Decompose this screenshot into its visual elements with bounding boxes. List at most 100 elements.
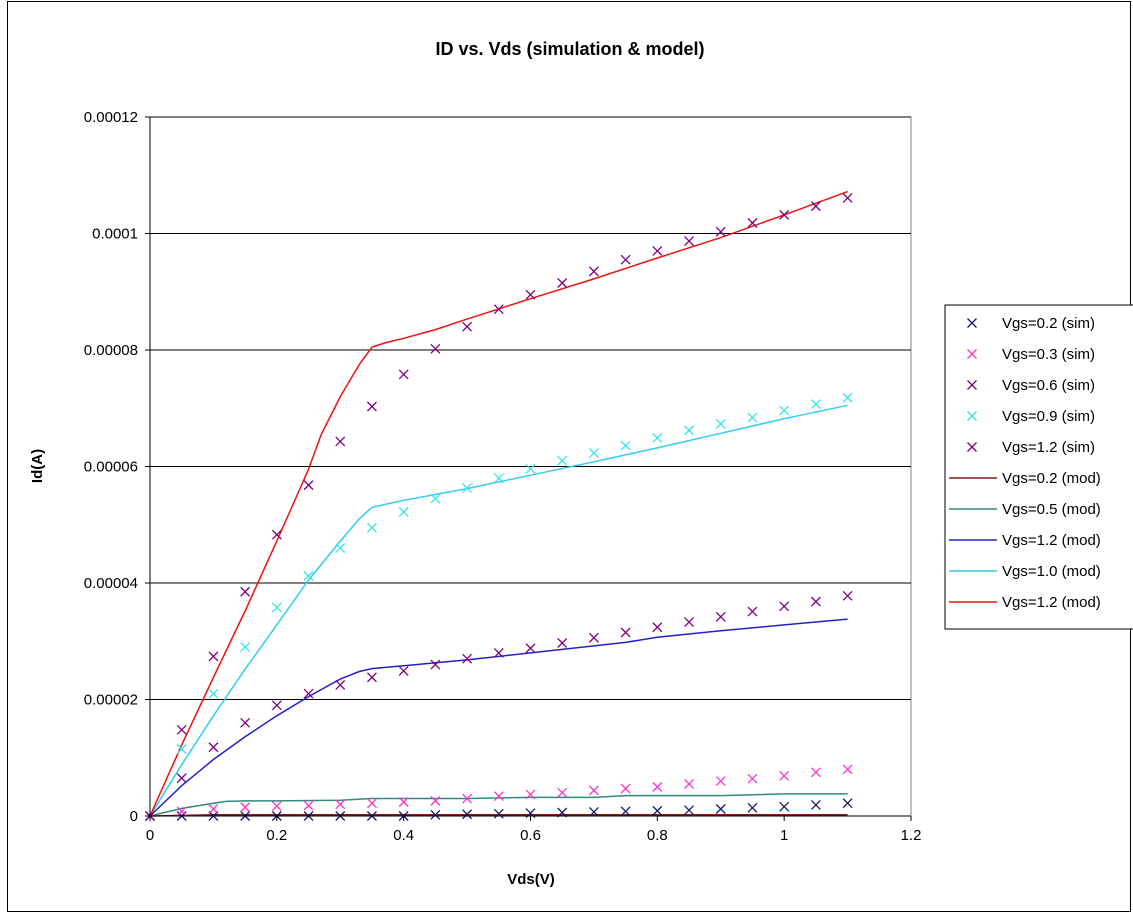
data-point-marker [208, 804, 219, 814]
data-point-marker [588, 448, 599, 459]
data-point-marker [557, 638, 568, 648]
data-point-marker [462, 793, 473, 804]
marker-series [145, 193, 853, 821]
legend: Vgs=0.2 (sim) Vgs=0.3 (sim) Vgs=0.6 (sim) V… [944, 304, 1133, 630]
x-tick-label: 1 [780, 827, 788, 844]
data-point-marker [779, 405, 790, 416]
series-line [149, 814, 848, 817]
data-point-marker [588, 806, 599, 817]
data-point-marker [652, 432, 663, 443]
data-point-marker [652, 805, 663, 816]
data-point-marker [335, 543, 346, 554]
legend-label: Vgs=0.2 (mod) [1002, 470, 1101, 487]
data-point-marker [335, 799, 346, 810]
legend-box [944, 304, 1133, 630]
data-point-marker [176, 773, 187, 784]
data-point-marker [557, 278, 568, 288]
data-point-marker [462, 321, 473, 332]
data-point-marker [779, 801, 790, 812]
data-point-marker [525, 463, 536, 474]
data-point-marker [366, 798, 377, 809]
data-point-marker [430, 809, 441, 820]
x-axis-label: Vds(V) [507, 871, 555, 888]
data-point-marker [779, 770, 790, 781]
data-point-marker [810, 201, 821, 212]
legend-marker [967, 411, 977, 421]
marker-series [145, 764, 853, 821]
data-point-marker [588, 785, 599, 796]
data-point-marker [525, 789, 536, 800]
data-point-marker [525, 643, 536, 654]
data-point-marker [271, 602, 282, 613]
legend-label: Vgs=1.2 (mod) [1002, 594, 1101, 611]
data-point-marker [462, 483, 473, 494]
legend-marker [967, 318, 977, 328]
data-point-marker [366, 672, 377, 683]
data-point-marker [240, 717, 251, 728]
data-point-marker [335, 436, 346, 447]
data-point-marker [525, 289, 536, 300]
legend-label: Vgs=0.9 (sim) [1002, 408, 1095, 425]
x-tick-label: 1.2 [901, 827, 922, 844]
data-point-marker [271, 700, 282, 711]
legend-marker [967, 380, 977, 390]
data-point-marker [303, 571, 314, 581]
data-point-marker [557, 787, 568, 798]
data-point-marker [779, 209, 790, 220]
data-point-marker [842, 590, 853, 601]
data-point-marker [462, 809, 473, 820]
chart-title: ID vs. Vds (simulation & model) [435, 39, 704, 59]
data-point-marker [747, 802, 758, 813]
x-tick-label: 0.2 [266, 827, 287, 844]
legend-label: Vgs=0.6 (sim) [1002, 377, 1095, 394]
y-tick-label: 0.00008 [84, 342, 138, 359]
data-point-marker [335, 679, 346, 690]
legend-label: Vgs=1.0 (mod) [1002, 563, 1101, 580]
data-point-marker [493, 791, 504, 802]
data-point-marker [810, 596, 821, 607]
data-point-marker [684, 236, 695, 247]
data-point-marker [557, 455, 568, 466]
data-point-marker [842, 392, 853, 403]
data-point-marker [430, 343, 441, 354]
y-axis-label: Id(A) [29, 449, 46, 483]
data-point-marker [588, 266, 599, 277]
data-point-marker [715, 611, 726, 622]
data-point-marker [747, 606, 758, 617]
data-point-marker [176, 744, 187, 754]
data-point-marker [303, 800, 314, 811]
data-point-marker [398, 369, 409, 380]
legend-label: Vgs=1.2 (sim) [1002, 439, 1095, 456]
x-tick-label: 0 [146, 827, 154, 844]
series-line [149, 404, 848, 817]
data-point-marker [684, 805, 695, 816]
data-point-marker [176, 724, 187, 735]
data-point-marker [715, 804, 726, 814]
data-point-marker [303, 688, 314, 699]
data-point-marker [271, 801, 282, 812]
data-point-marker [493, 647, 504, 658]
y-tick-label: 0 [130, 808, 138, 825]
data-point-marker [810, 399, 821, 410]
data-point-marker [747, 773, 758, 784]
x-tick-label: 0.4 [393, 827, 414, 844]
data-point-marker [398, 797, 409, 807]
data-point-marker [779, 601, 790, 612]
data-point-marker [208, 651, 219, 662]
data-point-marker [208, 688, 219, 699]
legend-label: Vgs=0.5 (mod) [1002, 501, 1101, 518]
data-point-marker [366, 401, 377, 412]
data-point-marker [620, 627, 631, 638]
data-point-marker [684, 779, 695, 789]
data-point-marker [747, 218, 758, 228]
data-point-marker [430, 795, 441, 806]
legend-marker [967, 349, 977, 359]
data-point-marker [747, 412, 758, 423]
legend-marker [967, 442, 977, 452]
data-point-marker [493, 473, 504, 484]
x-tick-label: 0.6 [520, 827, 541, 844]
data-point-marker [652, 246, 663, 256]
data-point-marker [303, 480, 314, 491]
data-point-marker [430, 493, 441, 504]
